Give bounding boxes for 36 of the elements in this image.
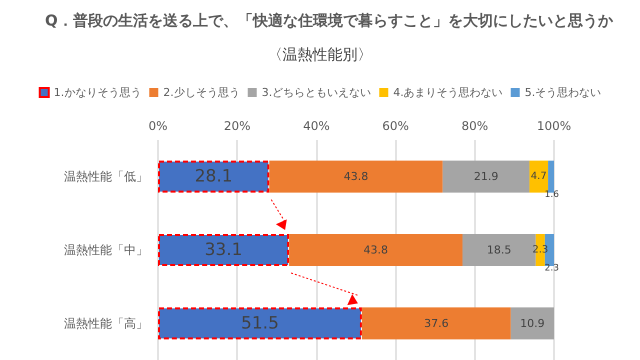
bar: [442, 160, 530, 193]
data-label: 43.8: [364, 244, 388, 256]
x-tick-label: 60%: [382, 119, 409, 133]
data-label: 28.1: [194, 166, 233, 187]
bar: [289, 234, 463, 266]
legend-label: 3.どちらともいえない: [262, 86, 372, 99]
x-tick-label: 20%: [224, 119, 251, 133]
data-label: 21.9: [474, 170, 498, 184]
x-tick-label: 80%: [461, 119, 488, 133]
chart-subtitle: 〈温熱性能別〉: [268, 46, 372, 64]
bar: [510, 307, 554, 340]
data-label: 51.5: [241, 313, 279, 334]
x-tick-label: 100%: [536, 119, 572, 133]
data-label: 43.8: [344, 170, 368, 184]
data-label: 4.7: [530, 171, 547, 182]
data-label: 33.1: [204, 240, 242, 260]
y-tick-label: 温熱性能「中」: [64, 243, 148, 257]
data-label: 37.6: [424, 316, 449, 330]
legend-label: 2.少しそう思う: [163, 86, 240, 99]
legend-label: 5.そう思わない: [524, 86, 602, 99]
y-tick-label: 温熱性能「低」: [64, 170, 148, 184]
y-tick-label: 温熱性能「高」: [64, 316, 148, 330]
chart-title: Q．普段の生活を送る上で、「快適な住環境で暮らすこと」を大切にしたいと思うか: [45, 12, 614, 30]
data-label: 1.6: [544, 190, 560, 200]
bar: [362, 307, 511, 340]
legend-label: 4.あまりそう思わない: [393, 86, 503, 99]
x-tick-label: 0%: [148, 119, 168, 133]
bar: [158, 234, 290, 266]
data-label: 2.3: [544, 264, 559, 274]
x-tick-label: 40%: [303, 119, 330, 133]
data-label: 10.9: [520, 316, 545, 330]
bar: [158, 307, 362, 340]
data-label: 18.5: [486, 244, 512, 256]
bar: [158, 160, 270, 193]
legend-label: 1.かなりそう思う: [54, 86, 142, 99]
bar: [269, 160, 443, 193]
